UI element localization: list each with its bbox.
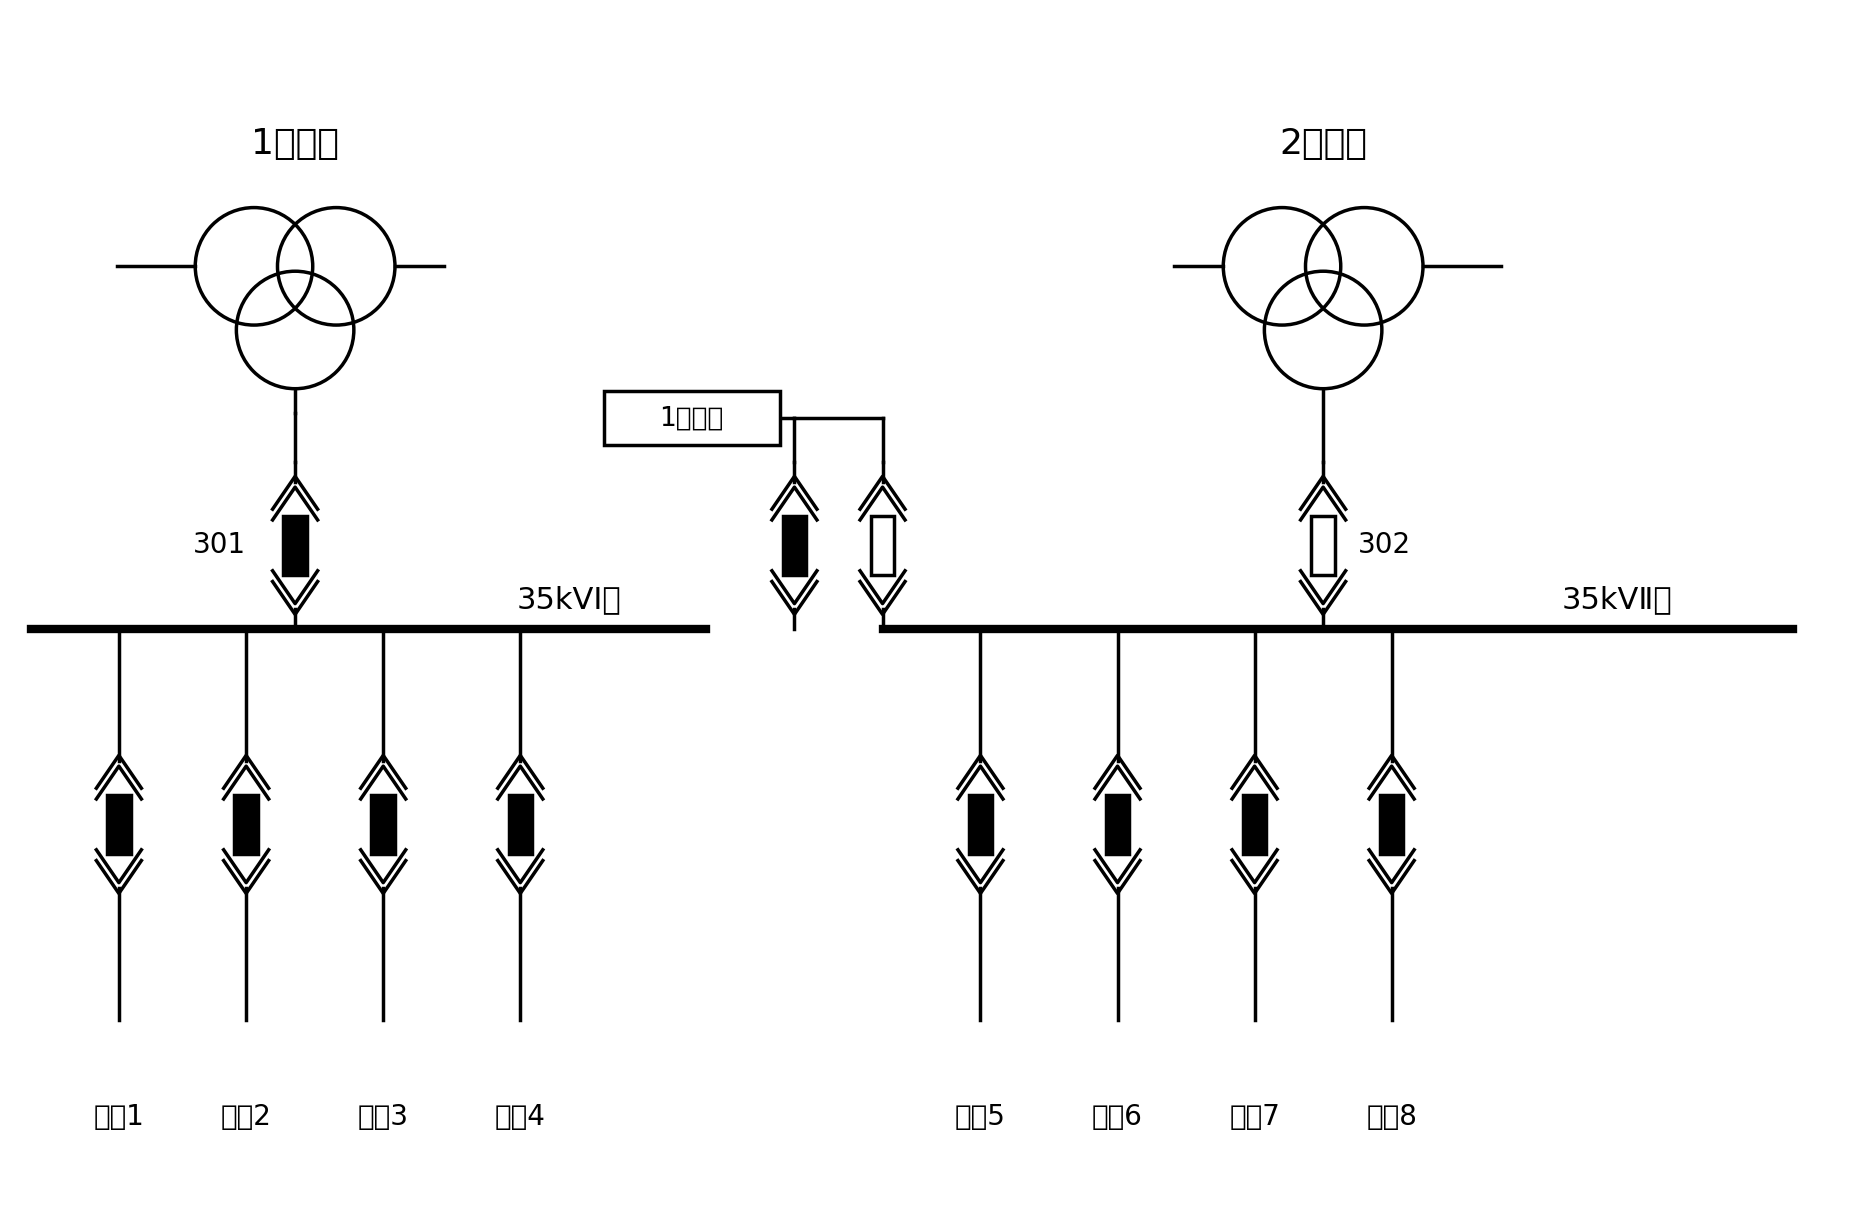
Text: 35kVⅡ母: 35kVⅡ母 [1561, 585, 1673, 614]
Text: 馈线6: 馈线6 [1092, 1104, 1144, 1132]
Text: 35kVⅠ母: 35kVⅠ母 [516, 585, 622, 614]
Bar [1107, 795, 1129, 854]
Bar [969, 795, 993, 854]
Bar [782, 516, 807, 575]
Bar [1243, 795, 1267, 854]
Bar [108, 795, 130, 854]
Text: 1号主变: 1号主变 [252, 127, 339, 161]
Bar [371, 795, 395, 854]
Text: 馈线5: 馈线5 [956, 1104, 1006, 1132]
Text: 馈线7: 馈线7 [1230, 1104, 1280, 1132]
Text: 馈线1: 馈线1 [93, 1104, 143, 1132]
Text: 1号分段: 1号分段 [660, 406, 725, 431]
Bar [604, 391, 781, 445]
Bar [509, 795, 533, 854]
Bar [870, 516, 894, 575]
Bar [283, 516, 307, 575]
Text: 馈线3: 馈线3 [358, 1104, 408, 1132]
Text: 馈线4: 馈线4 [496, 1104, 546, 1132]
Text: 馈线2: 馈线2 [220, 1104, 272, 1132]
Text: 301: 301 [194, 531, 246, 559]
Text: 302: 302 [1358, 531, 1410, 559]
Bar [1312, 516, 1336, 575]
Bar [235, 795, 257, 854]
Bar [1380, 795, 1403, 854]
Text: 馈线8: 馈线8 [1366, 1104, 1418, 1132]
Text: 2号主变: 2号主变 [1280, 127, 1367, 161]
